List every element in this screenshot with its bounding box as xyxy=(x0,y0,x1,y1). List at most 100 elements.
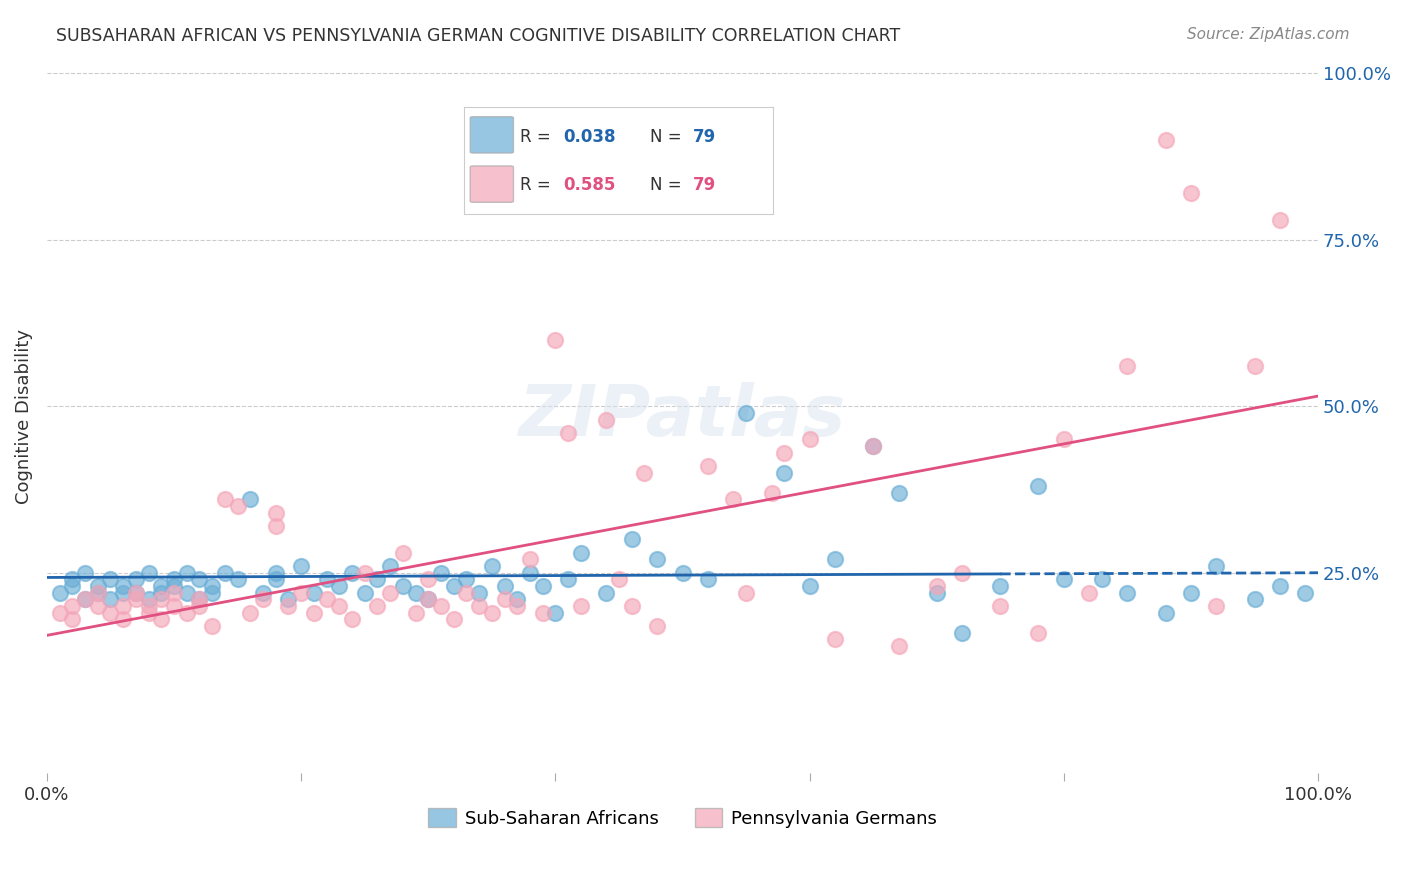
Point xyxy=(824,552,846,566)
Point xyxy=(1116,359,1139,374)
Point xyxy=(1028,625,1050,640)
Text: 0.585: 0.585 xyxy=(562,177,616,194)
Point xyxy=(201,619,224,633)
Point xyxy=(1268,212,1291,227)
Point xyxy=(544,333,567,347)
Point xyxy=(138,592,160,607)
Text: Source: ZipAtlas.com: Source: ZipAtlas.com xyxy=(1187,27,1350,42)
Point xyxy=(1180,586,1202,600)
Point xyxy=(150,592,173,607)
Point xyxy=(163,586,186,600)
Point xyxy=(595,586,617,600)
Point xyxy=(366,573,388,587)
Point xyxy=(226,499,249,513)
Point xyxy=(328,599,350,614)
Point xyxy=(87,599,110,614)
Point xyxy=(340,612,363,626)
Point xyxy=(201,579,224,593)
FancyBboxPatch shape xyxy=(470,117,513,153)
Point xyxy=(1053,573,1076,587)
Point xyxy=(595,412,617,426)
Point xyxy=(264,519,287,533)
Point xyxy=(1091,573,1114,587)
Point xyxy=(214,492,236,507)
Point xyxy=(1154,606,1177,620)
Point xyxy=(214,566,236,580)
Point xyxy=(1053,433,1076,447)
Point xyxy=(188,599,211,614)
Point xyxy=(430,566,453,580)
Text: N =: N = xyxy=(650,128,686,146)
Point xyxy=(353,586,375,600)
Point xyxy=(506,592,529,607)
Point xyxy=(405,586,427,600)
Point xyxy=(112,579,135,593)
Point xyxy=(418,592,440,607)
Point xyxy=(544,606,567,620)
Point xyxy=(125,573,148,587)
Point xyxy=(392,579,415,593)
Point xyxy=(188,592,211,607)
Point xyxy=(315,573,337,587)
Point xyxy=(73,592,96,607)
Point xyxy=(60,612,83,626)
Point xyxy=(252,592,274,607)
Point xyxy=(1078,586,1101,600)
Point xyxy=(925,579,948,593)
Point xyxy=(277,599,299,614)
Point xyxy=(87,579,110,593)
Point xyxy=(443,579,465,593)
Point xyxy=(328,579,350,593)
Point xyxy=(443,612,465,626)
Point xyxy=(100,606,122,620)
Legend: Sub-Saharan Africans, Pennsylvania Germans: Sub-Saharan Africans, Pennsylvania Germa… xyxy=(422,801,943,835)
Point xyxy=(1154,132,1177,146)
Point xyxy=(163,599,186,614)
Point xyxy=(481,606,503,620)
Point xyxy=(405,606,427,620)
Point xyxy=(430,599,453,614)
Point xyxy=(353,566,375,580)
Point xyxy=(150,579,173,593)
Point xyxy=(988,599,1011,614)
Point xyxy=(60,573,83,587)
Point xyxy=(519,566,541,580)
Point xyxy=(48,606,70,620)
Point xyxy=(887,485,910,500)
Point xyxy=(697,459,720,474)
Text: ZIPatlas: ZIPatlas xyxy=(519,382,846,450)
Point xyxy=(48,586,70,600)
Point xyxy=(887,639,910,653)
Point xyxy=(290,586,312,600)
Point xyxy=(264,566,287,580)
Point xyxy=(176,566,198,580)
Point xyxy=(761,485,783,500)
Point xyxy=(60,599,83,614)
Point xyxy=(163,579,186,593)
Text: SUBSAHARAN AFRICAN VS PENNSYLVANIA GERMAN COGNITIVE DISABILITY CORRELATION CHART: SUBSAHARAN AFRICAN VS PENNSYLVANIA GERMA… xyxy=(56,27,900,45)
Point xyxy=(494,579,516,593)
Point xyxy=(226,573,249,587)
Point xyxy=(988,579,1011,593)
Point xyxy=(799,433,821,447)
Point xyxy=(862,439,884,453)
Point xyxy=(633,466,655,480)
Point xyxy=(735,406,758,420)
Point xyxy=(773,446,796,460)
Point xyxy=(112,599,135,614)
Point xyxy=(468,599,491,614)
Point xyxy=(264,573,287,587)
Text: 79: 79 xyxy=(693,128,716,146)
Point xyxy=(773,466,796,480)
Point xyxy=(557,425,579,440)
Point xyxy=(723,492,745,507)
Point xyxy=(735,586,758,600)
Point xyxy=(799,579,821,593)
Point xyxy=(201,586,224,600)
Point xyxy=(150,586,173,600)
Point xyxy=(418,592,440,607)
Point xyxy=(315,592,337,607)
FancyBboxPatch shape xyxy=(470,166,513,202)
Point xyxy=(366,599,388,614)
Point xyxy=(87,586,110,600)
